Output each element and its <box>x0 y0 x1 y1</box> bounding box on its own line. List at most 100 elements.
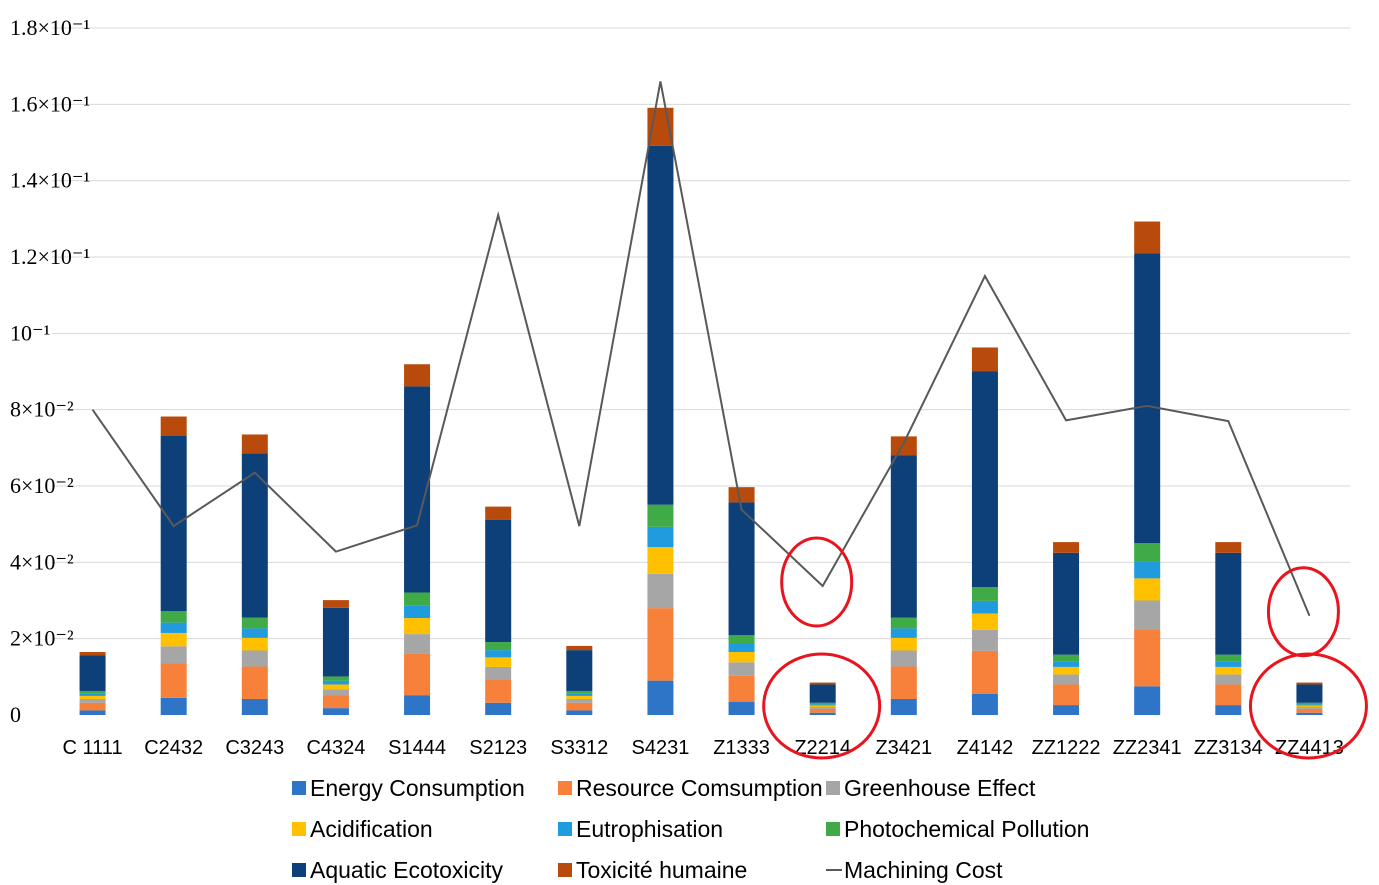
bar-segment <box>323 608 349 677</box>
legend-label: Machining Cost <box>844 857 1003 883</box>
bar-segment <box>810 713 836 715</box>
bar-segment <box>323 684 349 689</box>
bar-segment <box>1296 705 1322 707</box>
legend-label: Toxicité humaine <box>576 857 747 883</box>
bar-segment <box>485 679 511 703</box>
bar-segment <box>972 587 998 601</box>
bar-segment <box>80 696 106 699</box>
bar-segment <box>1296 683 1322 685</box>
bar-segment <box>810 684 836 702</box>
legend-label: Aquatic Ecotoxicity <box>310 857 504 883</box>
highlight-ellipse <box>1268 568 1338 656</box>
bar-segment <box>1053 675 1079 685</box>
bar-segment <box>323 676 349 680</box>
bar-segment <box>972 601 998 614</box>
machining-cost-line <box>93 81 1310 615</box>
legend-swatch <box>826 822 840 836</box>
bar-segment <box>566 691 592 694</box>
legend-swatch <box>292 822 306 836</box>
bar-segment <box>1296 684 1322 702</box>
y-tick-label: 0 <box>10 702 21 727</box>
bar-segment <box>80 710 106 715</box>
bar-segment <box>161 417 187 436</box>
legend-label: Greenhouse Effect <box>844 775 1036 801</box>
bar-segment <box>891 618 917 629</box>
bar-segment <box>1215 542 1241 553</box>
bar-segment <box>161 698 187 715</box>
bar-segment <box>972 372 998 588</box>
bar-segment <box>242 618 268 629</box>
bar-segment <box>1134 543 1160 561</box>
y-tick-label: 6×10⁻² <box>10 473 74 498</box>
bar-segment <box>323 696 349 709</box>
bar-segment <box>810 704 836 705</box>
y-tick-label: 4×10⁻² <box>10 549 74 574</box>
bar-segment <box>566 694 592 696</box>
bar-segment <box>485 507 511 520</box>
x-tick-label: S3312 <box>550 737 608 759</box>
bar-segment <box>972 694 998 715</box>
bar-segment <box>404 618 430 634</box>
bar-segment <box>647 608 673 681</box>
legend-swatch <box>558 822 572 836</box>
bar-segment <box>1053 661 1079 667</box>
bar-segment <box>1134 686 1160 715</box>
legend-label: Photochemical Pollution <box>844 816 1089 842</box>
bar-segment <box>161 623 187 633</box>
bar-segment <box>1296 704 1322 705</box>
bar-segment <box>1215 661 1241 667</box>
bar-segment <box>972 651 998 694</box>
bar-segment <box>161 611 187 622</box>
bar-segment <box>891 650 917 666</box>
y-tick-label: 1.6×10⁻¹ <box>10 91 90 116</box>
bar-segment <box>810 707 836 709</box>
bar-segment <box>323 708 349 715</box>
y-tick-label: 1.2×10⁻¹ <box>10 244 90 269</box>
bar-segment <box>729 644 755 652</box>
bar-segment <box>729 662 755 675</box>
bar-segment <box>242 667 268 699</box>
bar-segment <box>1053 542 1079 553</box>
bar-segment <box>891 638 917 651</box>
bar-segment <box>566 650 592 691</box>
y-tick-label: 8×10⁻² <box>10 397 74 422</box>
bar-segment <box>1053 667 1079 675</box>
x-tick-label: ZZ1222 <box>1032 737 1101 759</box>
legend-swatch <box>292 781 306 795</box>
bar-segment <box>485 657 511 667</box>
bar-segment <box>242 650 268 666</box>
bars <box>80 108 1323 715</box>
bar-segment <box>1134 578 1160 600</box>
bar-segment <box>80 699 106 703</box>
legend-swatch <box>558 781 572 795</box>
y-tick-label: 1.8×10⁻¹ <box>10 15 90 40</box>
bar-segment <box>80 655 106 690</box>
legend-swatch <box>558 863 572 877</box>
bar-segment <box>647 527 673 547</box>
bar-segment <box>566 710 592 715</box>
machining-cost-polyline <box>93 81 1310 615</box>
bar-segment <box>1134 629 1160 686</box>
bar-segment <box>485 650 511 657</box>
bar-segment <box>1296 713 1322 715</box>
bar-segment <box>242 628 268 638</box>
bar-segment <box>161 633 187 646</box>
bar-segment <box>810 709 836 713</box>
bar-segment <box>1215 553 1241 655</box>
bar-segment <box>404 654 430 695</box>
bar-segment <box>323 600 349 608</box>
highlight-ellipse <box>782 538 852 626</box>
legend-swatch <box>826 781 840 795</box>
bar-segment <box>485 667 511 679</box>
bar-segment <box>242 434 268 453</box>
bar-segment <box>161 663 187 697</box>
bar-segment <box>1296 707 1322 709</box>
legend-swatch <box>292 863 306 877</box>
bar-segment <box>242 699 268 715</box>
bar-segment <box>404 592 430 605</box>
bar-segment <box>810 683 836 685</box>
bar-segment <box>972 630 998 651</box>
legend-label: Resource Comsumption <box>576 775 823 801</box>
legend-label: Eutrophisation <box>576 816 723 842</box>
bar-segment <box>729 502 755 635</box>
